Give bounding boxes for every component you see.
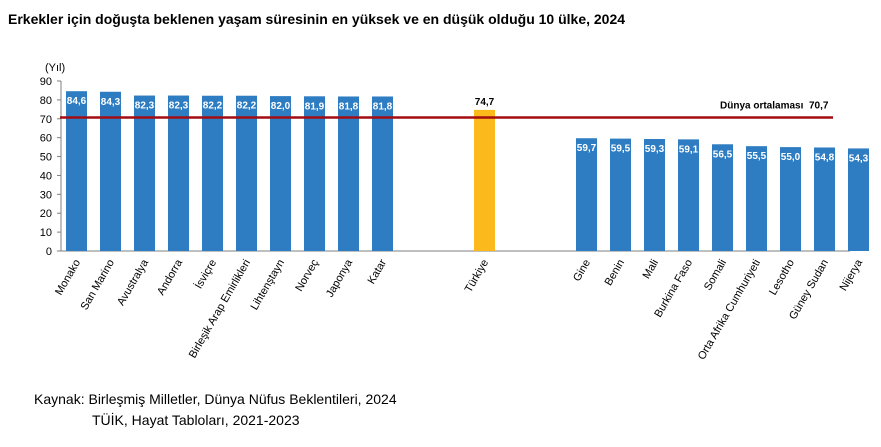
y-tick-label: 50 (40, 152, 52, 164)
y-tick-label: 80 (40, 95, 52, 107)
x-category-label: Andorra (155, 257, 185, 298)
bar (780, 147, 801, 251)
x-category-label: Somali (702, 258, 729, 293)
source-line-1: Kaynak: Birleşmiş Milletler, Dünya Nüfus… (34, 391, 397, 407)
reference-line-label: Dünya ortalaması (720, 100, 804, 111)
bar-chart: 0 10 20 30 40 50 60 70 80 90 (Yıl) 84,6 84,3 82,3 82,… (40, 62, 881, 362)
bar (848, 148, 869, 251)
bar (678, 139, 699, 251)
y-tick-label: 30 (40, 189, 52, 201)
bar (236, 95, 257, 251)
x-category-label: Gine (571, 258, 593, 284)
bar (338, 96, 359, 251)
chart-title: Erkekler için doğuşta beklenen yaşam sür… (8, 11, 626, 27)
bar-value-label: 81,8 (339, 101, 359, 112)
bar (712, 144, 733, 251)
bar (644, 138, 665, 251)
bar (202, 95, 223, 251)
bar-value-label: 54,8 (815, 152, 835, 163)
x-category-label: Orta Afrika Cumhuriyeti (696, 258, 763, 362)
y-tick-label: 70 (40, 114, 52, 126)
y-tick-label: 60 (40, 133, 52, 145)
source-note: Kaynak: Birleşmiş Milletler, Dünya Nüfus… (34, 389, 397, 431)
bar-value-label: 54,3 (849, 153, 869, 164)
bars (66, 91, 869, 252)
bar-value-label: 82,0 (271, 101, 291, 112)
bar-value-label: 59,1 (679, 144, 699, 155)
bar (168, 95, 189, 252)
x-category-label: Avustralya (115, 257, 151, 308)
bar (134, 95, 155, 252)
bar (814, 147, 835, 251)
bar-value-label: 59,3 (645, 144, 665, 155)
bar-value-labels: 84,6 84,3 82,3 82,3 82,2 82,2 82,0 81,9 81,8 81,8… (67, 96, 869, 164)
bar (66, 91, 87, 251)
bar (270, 96, 291, 251)
y-tick-label: 0 (46, 246, 52, 258)
bar-value-label: 84,3 (101, 97, 121, 108)
x-category-label: Lihtenştayn (249, 258, 288, 313)
x-category-label: Lesotho (767, 258, 797, 298)
x-category-label: Japonya (324, 257, 356, 300)
bar (576, 138, 597, 251)
bar-value-label: 82,3 (169, 101, 189, 112)
y-tick-label: 10 (40, 227, 52, 239)
x-category-label: Birleşik Arap Emirlikleri (187, 258, 253, 361)
bar-value-label: 82,2 (237, 101, 257, 112)
reference-line-group: Dünya ortalaması 70,7 (60, 100, 833, 119)
bar-value-label: 84,6 (67, 96, 87, 107)
reference-line-value: 70,7 (809, 100, 829, 111)
x-category-label: Türkiye (463, 258, 491, 295)
x-category-label: Mali (641, 258, 661, 281)
x-category-label: San Marino (79, 258, 118, 313)
bar (100, 91, 121, 252)
bar (372, 96, 393, 251)
x-category-label: Benin (603, 258, 627, 288)
bar-value-label: 82,3 (135, 101, 155, 112)
x-category-label: Norveç (293, 257, 321, 294)
x-category-label: Nijerya (838, 257, 866, 293)
source-line-2: TÜİK, Hayat Tabloları, 2021-2023 (92, 412, 300, 428)
x-category-label: Monako (53, 258, 83, 298)
y-tick-label: 40 (40, 170, 52, 182)
bar-value-label: 56,5 (713, 149, 733, 160)
y-axis: 0 10 20 30 40 50 60 70 80 90 (Yıl) (40, 62, 850, 258)
bar (474, 109, 495, 252)
bar (304, 96, 325, 251)
y-tick-label: 20 (40, 208, 52, 220)
y-axis-unit-label: (Yıl) (45, 62, 65, 74)
bar (610, 138, 631, 251)
x-category-label: İsviçre (192, 257, 219, 291)
bar-value-label: 55,0 (781, 152, 801, 163)
x-category-label: Katar (366, 257, 390, 286)
bar-value-label: 81,8 (373, 101, 393, 112)
bar-value-label: 59,7 (577, 143, 597, 154)
y-tick-label: 90 (40, 76, 52, 88)
bar (746, 146, 767, 251)
bar-value-label: 55,5 (747, 151, 767, 162)
bar-value-label: 81,9 (305, 101, 325, 112)
bar-value-label: 74,7 (475, 97, 495, 108)
bar-value-label: 59,5 (611, 144, 631, 155)
bar-value-label: 82,2 (203, 101, 223, 112)
